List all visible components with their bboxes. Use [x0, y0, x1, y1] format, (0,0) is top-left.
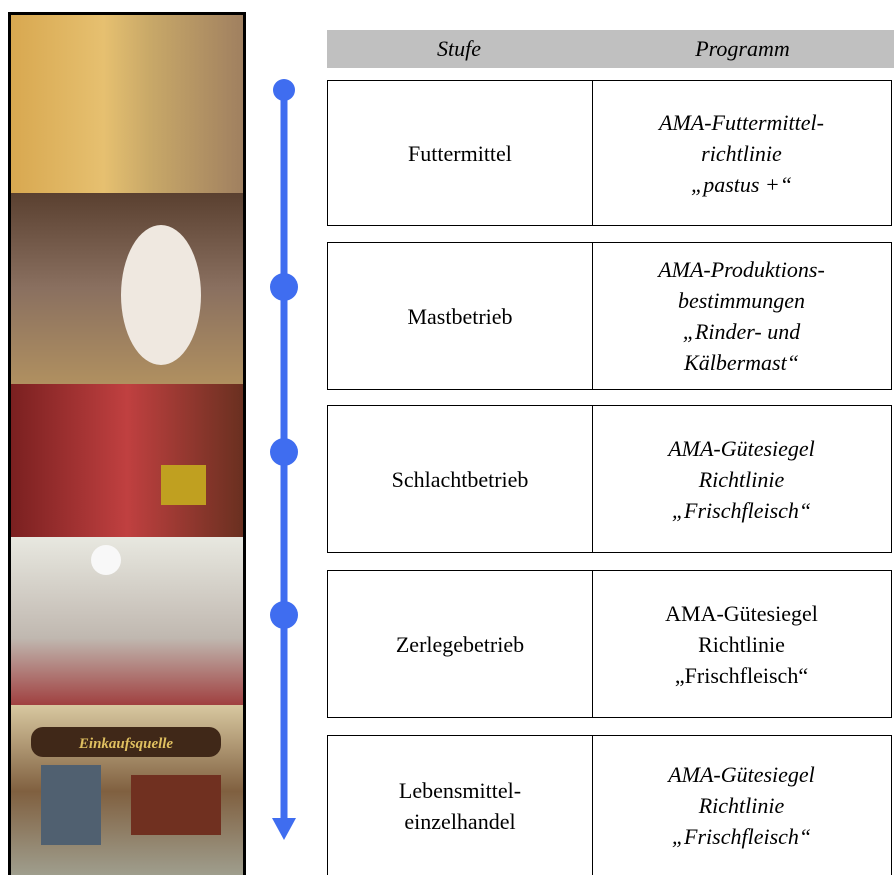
- program-line: AMA-Gütesiegel: [668, 762, 815, 787]
- program-line: richtlinie: [701, 140, 782, 166]
- stage-cell: Zerlegebetrieb: [328, 571, 593, 717]
- program-text: AMA-Futtermittel-richtlinie „pastus +“: [659, 107, 824, 200]
- table-row: Mastbetrieb AMA-Produktions-bestimmungen „…: [327, 242, 892, 390]
- program-line: Richtlinie: [698, 793, 785, 818]
- program-cell: AMA-Produktions-bestimmungen „Rinder- und…: [592, 243, 891, 389]
- program-line: Kälbermast“: [684, 350, 799, 375]
- stage-line: Lebensmittel-: [398, 777, 522, 803]
- photos: Einkaufsquelle: [11, 15, 243, 875]
- program-text: AMA-Gütesiegel Richtlinie „Frischfleisch“: [668, 759, 815, 852]
- header-stage: Stufe: [437, 36, 481, 61]
- program-line: Richtlinie: [698, 631, 785, 657]
- program-line: „Frischfleisch“: [671, 824, 812, 849]
- program-line: „Rinder- und: [682, 319, 801, 344]
- program-text: AMA-Produktions-bestimmungen „Rinder- und…: [658, 254, 825, 378]
- program-line: bestimmungen: [677, 288, 806, 313]
- stage-line: Schlachtbetrieb: [391, 466, 529, 492]
- program-cell: AMA-Gütesiegel Richtlinie „Frischfleisch“: [592, 571, 891, 717]
- program-text: AMA-Gütesiegel Richtlinie „Frischfleisch“: [668, 433, 815, 526]
- table-row: Futtermittel AMA-Futtermittel-richtlinie „…: [327, 80, 892, 226]
- header-program: Programm: [695, 36, 790, 61]
- stage-text: Futtermittel: [408, 138, 512, 169]
- stage-cell: Schlachtbetrieb: [328, 406, 593, 552]
- table-row: Lebensmittel-einzelhandel AMA-Gütesiegel R…: [327, 735, 892, 875]
- shop-sign: Einkaufsquelle: [78, 736, 174, 752]
- program-line: AMA-Futtermittel-: [659, 109, 824, 135]
- program-text: AMA-Gütesiegel Richtlinie „Frischfleisch“: [665, 598, 818, 691]
- table-row: Schlachtbetrieb AMA-Gütesiegel Richtlinie „…: [327, 405, 892, 553]
- stage-cell: Lebensmittel-einzelhandel: [328, 736, 593, 875]
- table-header: Stufe Programm: [327, 30, 894, 68]
- program-line: „Frischfleisch“: [671, 497, 812, 523]
- stage-text: Lebensmittel-einzelhandel: [399, 775, 521, 837]
- stage-cell: Futtermittel: [328, 81, 593, 225]
- program-cell: AMA-Gütesiegel Richtlinie „Frischfleisch“: [592, 736, 891, 875]
- stage-line: einzelhandel: [404, 808, 516, 834]
- program-cell: AMA-Futtermittel-richtlinie „pastus +“: [592, 81, 891, 225]
- stage-text: Schlachtbetrieb: [392, 464, 529, 495]
- program-line: AMA-Produktions-: [658, 257, 825, 282]
- stage-text: Mastbetrieb: [407, 301, 512, 332]
- table-row: Zerlegebetrieb AMA-Gütesiegel Richtlinie „F…: [327, 570, 892, 718]
- photo-strip: Einkaufsquelle: [8, 12, 246, 875]
- stage-line: Mastbetrieb: [407, 303, 513, 329]
- program-cell: AMA-Gütesiegel Richtlinie „Frischfleisch“: [592, 406, 891, 552]
- stage-line: Futtermittel: [408, 140, 512, 166]
- program-line: AMA-Gütesiegel: [665, 600, 818, 626]
- stage-line: Zerlegebetrieb: [395, 631, 525, 657]
- program-line: „pastus +“: [690, 171, 793, 197]
- stage-text: Zerlegebetrieb: [396, 629, 524, 660]
- process-arrow: [270, 79, 298, 840]
- program-line: „Frischfleisch“: [674, 662, 809, 688]
- stage-cell: Mastbetrieb: [328, 243, 593, 389]
- program-line: Richtlinie: [698, 466, 785, 492]
- program-line: AMA-Gütesiegel: [668, 435, 815, 461]
